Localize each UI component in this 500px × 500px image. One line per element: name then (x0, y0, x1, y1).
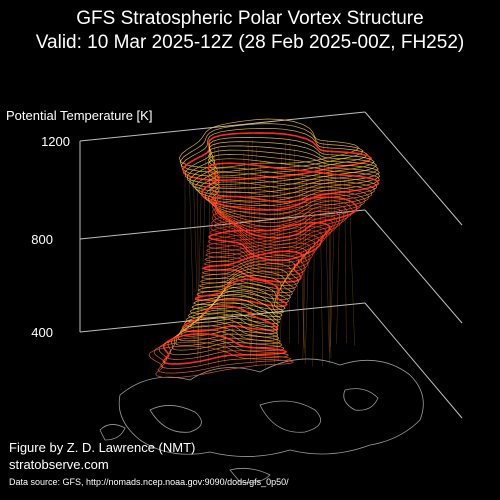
vortex-wall-streak (264, 173, 266, 367)
vortex-wall-streak (193, 179, 200, 349)
vortex-wall-streak (348, 176, 355, 346)
axis-lines (79, 111, 463, 419)
vortex-wall-streak (197, 166, 202, 360)
tick-label-400: 400 (31, 325, 53, 340)
vortex-wall-streak (247, 142, 253, 351)
vortex-contour-ring (211, 200, 353, 242)
vortex-wall-streak (302, 179, 307, 360)
vortex-contour-ring (197, 271, 291, 300)
axis-label: Potential Temperature [K] (6, 108, 153, 123)
vortex-wall-streak (280, 142, 286, 345)
figure-title: GFS Stratospheric Polar Vortex Structure (76, 8, 424, 29)
vortex-wall-streak (329, 148, 333, 353)
level-diag-800 (364, 209, 463, 324)
vortex-wall-streak (255, 160, 261, 366)
vortex-contour-ring (207, 172, 375, 219)
vortex-wall-streak (330, 161, 337, 348)
vortex-contour-ring (158, 337, 289, 369)
vortex-contour-ring (208, 221, 331, 262)
vortex-contour-ring (186, 297, 280, 324)
vortex-contour-ring (153, 341, 292, 374)
vortex-contour-ring (208, 181, 370, 227)
vortex-wall-streak (323, 142, 330, 364)
vortex-contour-ring (199, 267, 293, 297)
vortex-contour-ring (212, 203, 349, 246)
vortex-wall-streak (294, 147, 299, 345)
vortex-wall-streak (225, 179, 232, 347)
vortex-contour-ring (189, 290, 283, 317)
vortex-wall-streak (208, 142, 211, 367)
vortex-contour-ring (211, 211, 341, 252)
figure-subtitle: Valid: 10 Mar 2025-12Z (28 Feb 2025-00Z,… (35, 32, 465, 53)
vortex-wall-streak (336, 173, 341, 344)
vortex-wall-streak (312, 165, 316, 367)
vortex-contour-ring (181, 305, 279, 333)
vortex-wall-streak (304, 176, 312, 365)
vortex-wall-streak (223, 173, 228, 352)
vortex-wall-streak (250, 147, 257, 363)
vortex-contour-ring (194, 278, 288, 308)
vortex-wall-streak (250, 140, 253, 357)
vortex-wall-streak (218, 147, 225, 363)
vortex-contour-ring (196, 275, 290, 304)
vortex-contour-ring (184, 301, 279, 328)
vortex-contour-ring (148, 345, 295, 379)
vortex-wall-streak (273, 176, 279, 361)
vortex-contour-ring (192, 149, 380, 198)
vortex-wall-streak (327, 140, 332, 359)
vortex-wall-streak (214, 140, 219, 367)
tick-label-800: 800 (31, 232, 53, 247)
vortex-wall-streak (298, 161, 305, 348)
vortex-wall-streak (189, 172, 195, 345)
vortex-contour-ring (204, 242, 312, 276)
vortex-contour-ring (193, 282, 286, 311)
vortex-contour-ring (162, 332, 287, 365)
vortex-wall-streak (344, 179, 347, 344)
vortex-contour-ring (209, 218, 334, 258)
credit-site: stratobserve.com (9, 457, 109, 472)
vortex-contour-ring (178, 118, 359, 169)
vortex-wall-streak (276, 152, 282, 350)
vortex-wall-streak (289, 140, 291, 344)
vortex-wall-streak (197, 177, 199, 355)
level-line-400 (79, 302, 366, 333)
vortex-contour-ring (203, 246, 308, 279)
credit-author: Figure by Z. D. Lawrence (NMT) (9, 440, 196, 455)
level-diag-400 (364, 302, 463, 419)
coastline-map (99, 358, 424, 484)
level-line-1200 (79, 111, 366, 142)
vortex-wall-streak (239, 166, 243, 344)
vortex-wall-streak (268, 179, 275, 366)
vortex-contour-ring (205, 238, 316, 273)
vortex-wall-streak (222, 160, 226, 358)
data-source: Data source: GFS, http://nomads.ncep.noa… (9, 477, 289, 487)
tick-label-1200: 1200 (41, 134, 70, 149)
vortex-contour-ring (172, 321, 281, 351)
vortex-contour-ring (166, 329, 285, 360)
vortex-wall-streak (200, 152, 207, 365)
vortex-wall-streak (319, 152, 323, 367)
vortex-contour-ring (208, 226, 327, 264)
level-diag-1200 (364, 111, 463, 226)
vortex-contour-ring (191, 286, 284, 314)
vortex-wall-streak (231, 177, 236, 344)
vortex-contour-ring (180, 309, 278, 337)
vortex-contour-ring (179, 123, 364, 173)
vortex-contour-ring (181, 128, 368, 177)
vortex-wall-streak (302, 173, 305, 354)
vortex-wall-streak (243, 152, 250, 346)
vortex-contour-ring (201, 250, 304, 283)
vortex-isosurface (148, 118, 381, 379)
